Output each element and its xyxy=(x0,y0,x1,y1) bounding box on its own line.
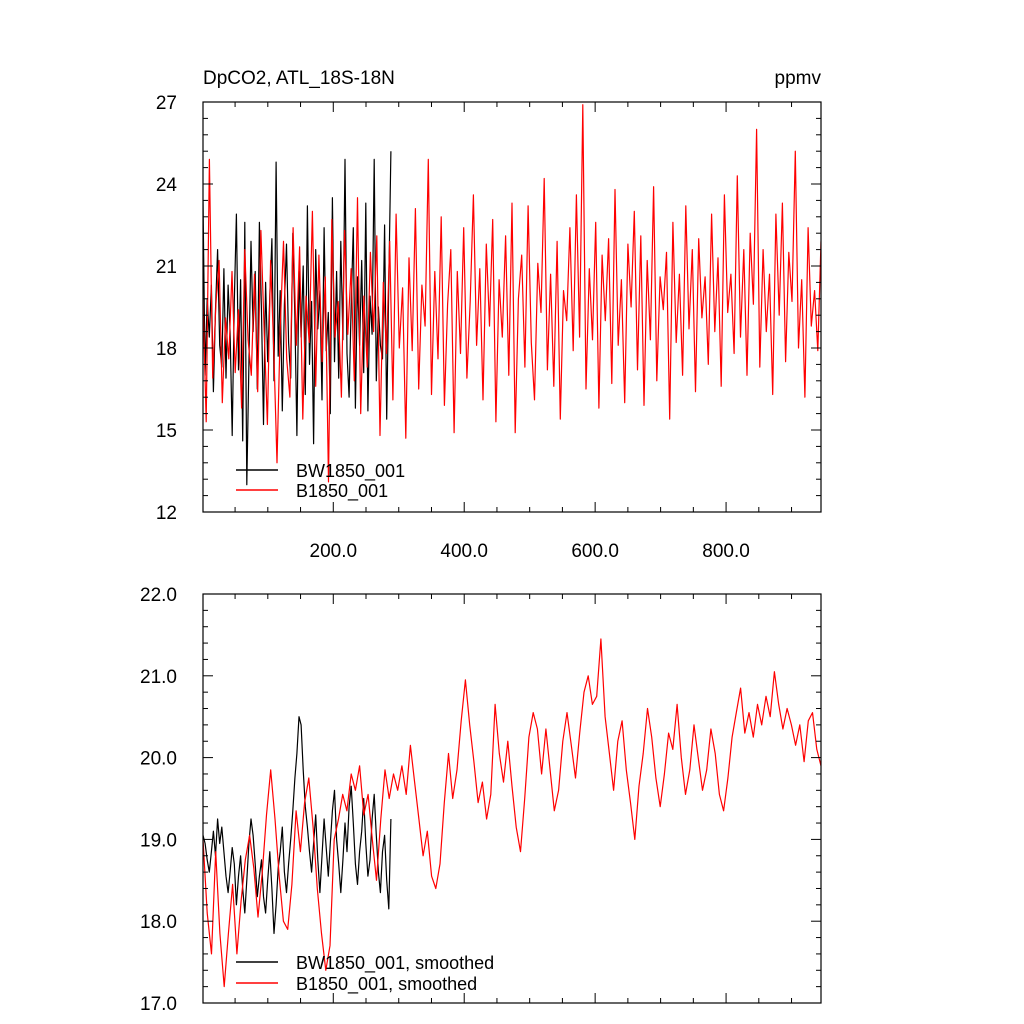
top-legend-label-b1850: B1850_001 xyxy=(296,481,388,502)
top-legend-label-bw1850: BW1850_001 xyxy=(296,461,405,482)
top-y-tick-label: 18 xyxy=(156,339,177,360)
top-y-tick-label: 12 xyxy=(156,503,177,524)
bottom-y-tick-label: 21.0 xyxy=(140,667,177,688)
bottom-axes: 17.0 18.0 19.0 20.0 21.0 22.0 xyxy=(140,585,822,1015)
bottom-plot-frame xyxy=(202,593,822,1004)
bottom-series-line-bw1850 xyxy=(203,716,392,935)
top-y-tick-label: 21 xyxy=(156,257,177,278)
top-panel-title-left: DpCO2, ATL_18S-18N xyxy=(203,68,395,89)
top-x-tick-label: 200.0 xyxy=(310,541,358,562)
bottom-y-tick-label: 19.0 xyxy=(140,830,177,851)
top-plot-frame xyxy=(202,101,822,513)
bottom-series-line-b1850 xyxy=(203,638,821,988)
bottom-y-tick-label: 17.0 xyxy=(140,994,177,1015)
top-y-tick-label: 15 xyxy=(156,421,177,442)
bottom-panel: 17.0 18.0 19.0 20.0 21.0 22.0 BW1850_001, smo… xyxy=(140,585,822,1015)
top-x-tick-label: 400.0 xyxy=(440,541,488,562)
bottom-y-tick-label: 20.0 xyxy=(140,749,177,770)
top-y-tick-label: 27 xyxy=(156,93,177,114)
bottom-plot-area xyxy=(203,638,821,988)
bottom-legend-label-b1850: B1850_001, smoothed xyxy=(296,974,477,995)
top-plot-area xyxy=(203,104,821,486)
bottom-legend-label-bw1850: BW1850_001, smoothed xyxy=(296,953,494,974)
top-x-tick-label: 600.0 xyxy=(571,541,619,562)
top-x-tick-label: 800.0 xyxy=(702,541,750,562)
top-panel: DpCO2, ATL_18S-18N ppmv 12 15 18 21 24 27 200.… xyxy=(156,68,822,562)
top-series-line-b1850 xyxy=(203,104,821,483)
bottom-y-tick-label: 18.0 xyxy=(140,912,177,933)
top-panel-title-right: ppmv xyxy=(775,68,822,89)
top-y-tick-label: 24 xyxy=(156,175,178,196)
bottom-y-tick-label: 22.0 xyxy=(140,585,177,606)
top-axes: 12 15 18 21 24 27 200.0 400.0 600.0 800.0 xyxy=(156,93,822,562)
